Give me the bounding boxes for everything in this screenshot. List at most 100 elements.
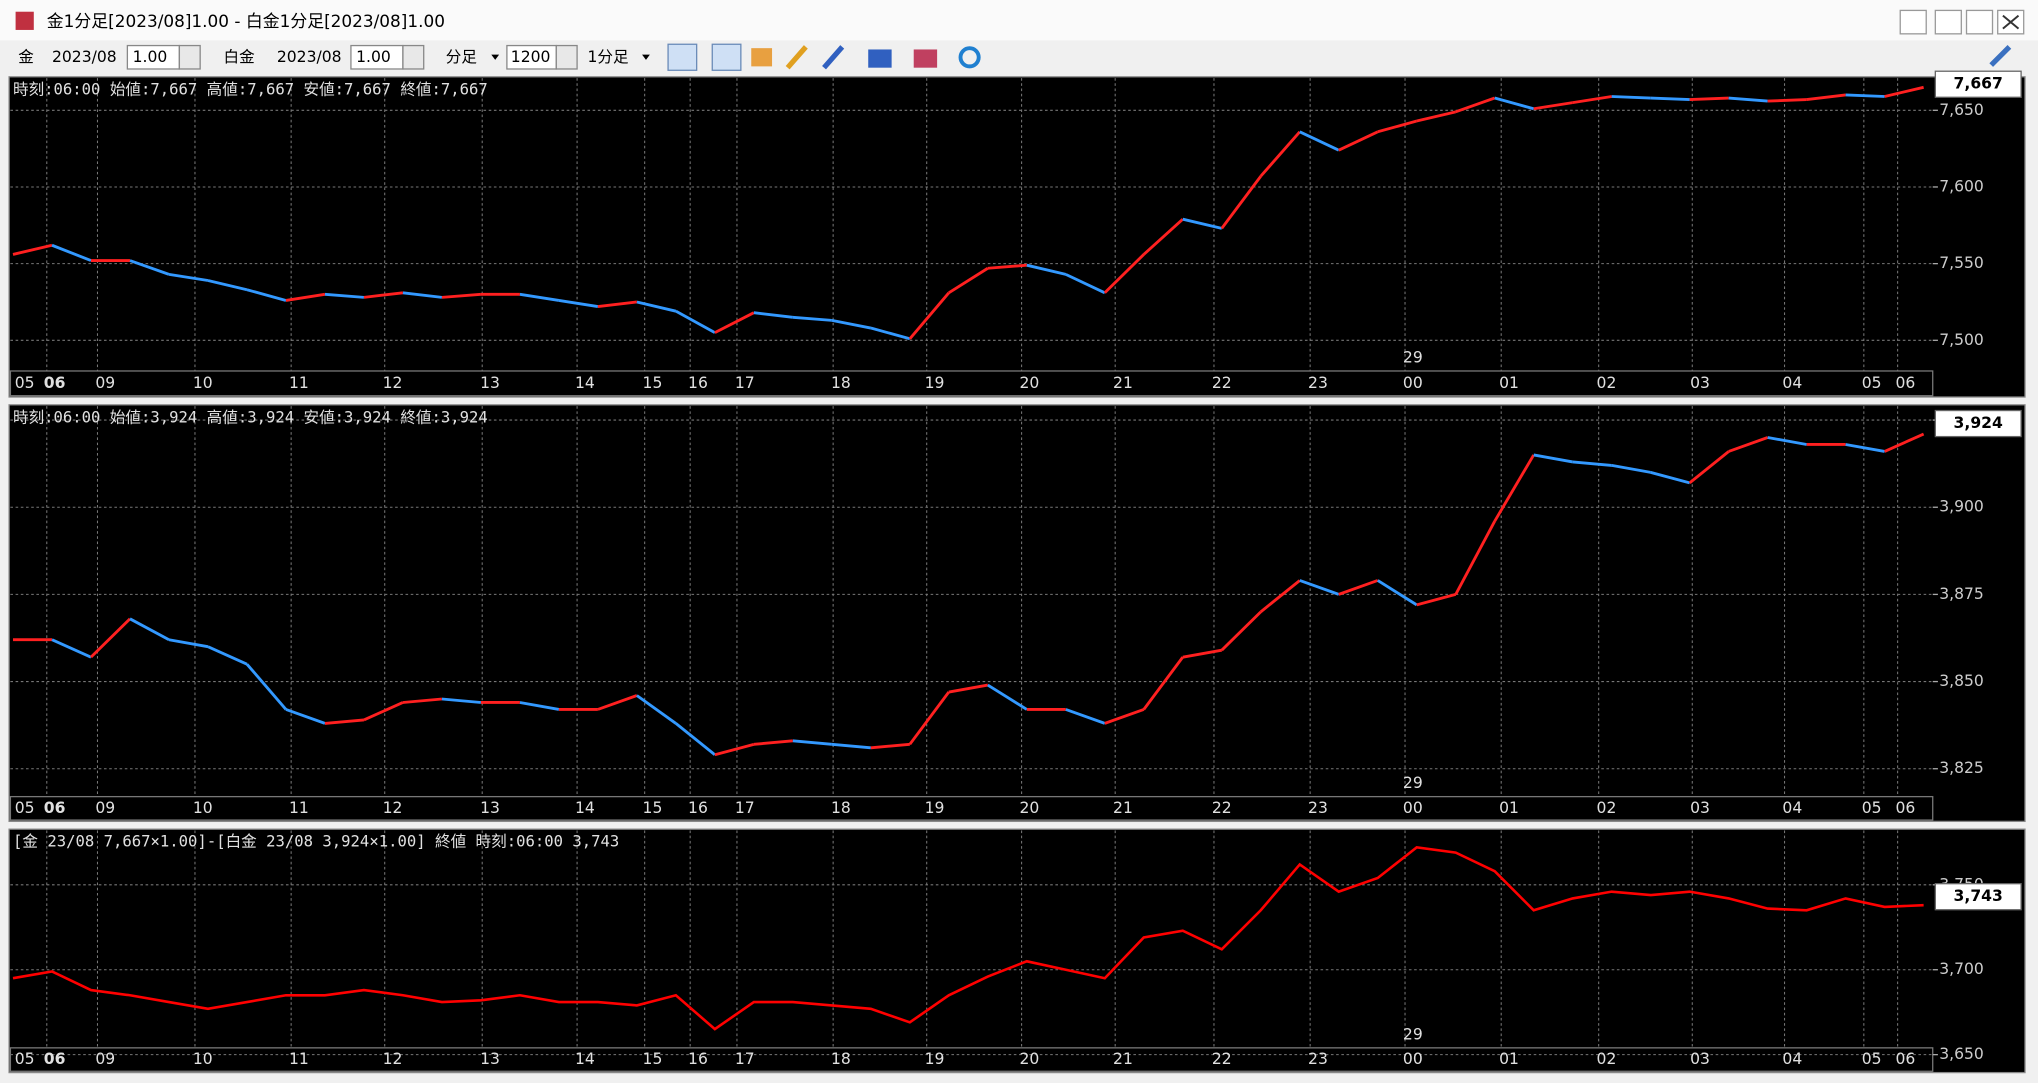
price-segment — [636, 300, 677, 313]
window-title: 金1分足[2023/08]1.00 - 白金1分足[2023/08]1.00 — [47, 11, 445, 31]
title-bar — [0, 0, 2038, 41]
y-tick-label: 7,600 — [1939, 177, 1984, 195]
hour-label: 11 — [289, 1050, 309, 1068]
price-segment — [831, 742, 871, 750]
chart-tool[interactable] — [868, 49, 892, 68]
price-segment — [674, 722, 716, 756]
price-segment — [1104, 708, 1145, 725]
panel-frame — [8, 404, 2026, 823]
hour-label: 21 — [1113, 799, 1133, 817]
y-tick-label: 3,900 — [1939, 498, 1984, 516]
hour-label: 09 — [95, 799, 115, 817]
y-tick-label: 3,825 — [1939, 759, 1984, 777]
price-segment — [1884, 432, 1925, 453]
price-segment — [363, 291, 404, 299]
price-segment — [948, 683, 989, 694]
price-segment — [948, 267, 989, 294]
hour-label: 14 — [575, 799, 595, 817]
price-segment — [1884, 85, 1924, 98]
last-value-box — [1934, 409, 2022, 438]
price-segment — [324, 718, 365, 725]
settings[interactable] — [1989, 45, 2012, 67]
price-segment — [1650, 96, 1690, 101]
hand-tool[interactable] — [751, 48, 773, 67]
price-segment — [363, 701, 404, 722]
hour-label: 05 — [15, 799, 35, 817]
pen-tool-2[interactable] — [822, 45, 845, 70]
spinner-1[interactable] — [178, 44, 201, 70]
hour-label: 06 — [1896, 1050, 1916, 1068]
price-segment — [792, 315, 832, 322]
price-segment — [1142, 218, 1184, 256]
price-segment — [245, 663, 288, 711]
price-segment — [1728, 96, 1768, 103]
price-segment — [1065, 708, 1106, 725]
interval[interactable]: 1分足 — [587, 48, 628, 66]
price-segment — [1845, 443, 1885, 453]
maximize-button[interactable] — [1965, 9, 1994, 35]
panel-header: 時刻:06:00 始値:7,667 高値:7,667 安値:7,667 終値:7… — [13, 80, 488, 98]
price-segment — [1026, 263, 1067, 276]
price-segment — [51, 638, 92, 659]
price-segment — [1572, 95, 1612, 105]
last-value-label: 7,667 — [1954, 75, 2003, 93]
hour-label: 11 — [289, 799, 309, 817]
spinner-3[interactable] — [555, 44, 578, 70]
hour-label: 00 — [1403, 374, 1423, 392]
price-segment — [1650, 470, 1691, 485]
mult-2: 1.00 — [356, 48, 391, 66]
refresh[interactable] — [958, 46, 981, 69]
hour-label: 19 — [925, 374, 945, 392]
bar-unit[interactable]: 分足 — [446, 48, 478, 66]
hour-label: 18 — [831, 799, 851, 817]
price-segment — [441, 697, 482, 704]
hour-label: 02 — [1597, 374, 1617, 392]
hour-label: 19 — [925, 1050, 945, 1068]
price-segment — [168, 638, 209, 649]
hour-label: 22 — [1212, 799, 1232, 817]
hour-label: 23 — [1308, 799, 1328, 817]
mult-1: 1.00 — [133, 48, 168, 66]
pen-tool[interactable] — [785, 45, 808, 70]
price-segment — [1103, 253, 1145, 294]
price-segment — [1454, 520, 1496, 596]
hour-label: 01 — [1499, 1050, 1519, 1068]
hour-label: 20 — [1019, 374, 1039, 392]
chart-tool-2[interactable] — [913, 49, 938, 68]
hour-label: 16 — [688, 374, 708, 392]
spinner-2[interactable] — [402, 44, 425, 70]
hour-label: 05 — [15, 374, 35, 392]
hour-label: 01 — [1499, 799, 1519, 817]
hour-label: 00 — [1403, 1050, 1423, 1068]
price-segment — [129, 259, 170, 276]
price-segment — [402, 291, 443, 299]
hour-label: 20 — [1019, 799, 1039, 817]
price-segment — [753, 739, 793, 746]
last-value-box — [1934, 883, 2022, 911]
symbol-2: 白金 — [224, 48, 256, 66]
price-segment — [1688, 450, 1730, 484]
price-segment — [246, 288, 287, 302]
tool-button[interactable] — [711, 43, 742, 71]
date-label: 29 — [1403, 774, 1423, 792]
hour-label: 20 — [1019, 1050, 1039, 1068]
minimize-button[interactable] — [1934, 9, 1962, 35]
price-segment — [1259, 130, 1301, 178]
price-segment — [1767, 98, 1807, 103]
price-segment — [402, 697, 443, 704]
hour-label: 05 — [1862, 1050, 1882, 1068]
hour-label: 12 — [383, 1050, 403, 1068]
x-axis-strip — [9, 795, 1934, 821]
hour-label: 12 — [383, 374, 403, 392]
price-segment — [636, 694, 677, 725]
month-1[interactable]: 2023/08 — [52, 48, 117, 66]
panel-header: [金 23/08 7,667×1.00]-[白金 23/08 3,924×1.0… — [13, 833, 619, 851]
last-value-label: 3,743 — [1954, 887, 2003, 905]
price-segment — [1806, 93, 1846, 101]
month-2[interactable]: 2023/08 — [277, 48, 342, 66]
dropdown-arrow — [642, 54, 650, 60]
restore-button[interactable] — [1899, 9, 1927, 35]
tool-button[interactable] — [667, 43, 698, 71]
y-tick-label: 3,850 — [1939, 672, 1984, 690]
price-segment — [1767, 436, 1807, 446]
